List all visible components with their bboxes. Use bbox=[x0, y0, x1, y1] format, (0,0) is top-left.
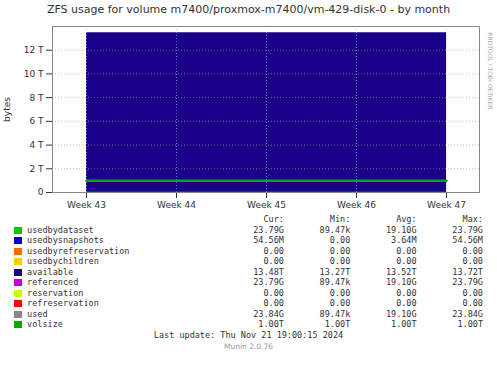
html-text:Last update: Thu Nov 21 19:00:: Last update: Thu Nov 21 19:00:15 2024 bbox=[153, 329, 344, 340]
html-text:89.47k: 89.47k bbox=[319, 224, 351, 235]
svg-text:6 T: 6 T bbox=[29, 116, 44, 126]
html-text:13.72T: 13.72T bbox=[452, 266, 483, 277]
html-text:0.00: 0.00 bbox=[396, 287, 417, 298]
html-text:0.00: 0.00 bbox=[263, 298, 284, 308]
html-text:89.47k: 89.47k bbox=[319, 308, 351, 319]
html-text:0.00: 0.00 bbox=[329, 245, 351, 256]
html-text:refreservation: refreservation bbox=[22, 298, 99, 308]
html-text:0.00: 0.00 bbox=[396, 256, 417, 266]
html-text:1.00T: 1.00T bbox=[258, 319, 284, 329]
html-text:0.00: 0.00 bbox=[263, 256, 284, 266]
html-text:23.79G: 23.79G bbox=[452, 224, 483, 235]
html-text:23.79G: 23.79G bbox=[253, 224, 284, 235]
html-text:Munin 2.0.76: Munin 2.0.76 bbox=[224, 341, 273, 351]
html-text:3.64M: 3.64M bbox=[391, 235, 417, 245]
svg-text:0: 0 bbox=[38, 187, 44, 197]
svg-text:Week 46: Week 46 bbox=[337, 200, 376, 210]
svg-text:RRDTOOL / TOBI OETIKER: RRDTOOL / TOBI OETIKER bbox=[487, 32, 494, 109]
html-text:ZFS usage for volume m7400/pro: ZFS usage for volume m7400/proxmox-m7400… bbox=[46, 3, 451, 16]
html-text:19.10G: 19.10G bbox=[385, 308, 417, 319]
svg-text:Week 47: Week 47 bbox=[427, 200, 466, 210]
html-text:0.00: 0.00 bbox=[396, 298, 417, 308]
html-text:23.79G: 23.79G bbox=[452, 277, 483, 287]
html-text:0.00: 0.00 bbox=[462, 287, 483, 298]
html-text:13.27T: 13.27T bbox=[319, 266, 351, 277]
html-text:usedbychildren: usedbychildren bbox=[22, 256, 99, 266]
html-text:1.00T: 1.00T bbox=[324, 319, 351, 329]
html-text:Min:: Min: bbox=[329, 214, 351, 224]
html-text:Cur:: Cur: bbox=[263, 214, 284, 224]
html-text:13.52T: 13.52T bbox=[385, 266, 417, 277]
svg-text:Week 44: Week 44 bbox=[157, 200, 196, 210]
html-text:13.48T: 13.48T bbox=[253, 266, 284, 277]
html-text:0.00: 0.00 bbox=[329, 235, 351, 245]
html-text:usedbysnapshots: usedbysnapshots bbox=[22, 235, 104, 245]
html-text:Max:: Max: bbox=[462, 214, 483, 224]
html-text:used: used bbox=[22, 308, 48, 319]
html-text:89.47k: 89.47k bbox=[319, 277, 351, 287]
svg-text:12 T: 12 T bbox=[24, 45, 44, 55]
html-text:23.84G: 23.84G bbox=[452, 308, 483, 319]
html-text:0.00: 0.00 bbox=[396, 245, 417, 256]
html-text:23.84G: 23.84G bbox=[253, 308, 284, 319]
html-text:volsize: volsize bbox=[22, 319, 63, 329]
html-text:available: available bbox=[22, 266, 74, 277]
html-text:0.00: 0.00 bbox=[263, 287, 284, 298]
html-text:54.56M: 54.56M bbox=[452, 235, 483, 245]
html-text:0.00: 0.00 bbox=[329, 287, 351, 298]
svg-text:8 T: 8 T bbox=[29, 93, 44, 103]
svg-text:bytes: bytes bbox=[2, 97, 12, 122]
html-text:usedbydataset: usedbydataset bbox=[22, 224, 94, 235]
html-text:19.10G: 19.10G bbox=[385, 277, 417, 287]
html-text:1.00T: 1.00T bbox=[457, 319, 483, 329]
html-text:Avg:: Avg: bbox=[396, 214, 417, 224]
html-text:0.00: 0.00 bbox=[329, 256, 351, 266]
html-text:0.00: 0.00 bbox=[263, 245, 284, 256]
svg-text:10 T: 10 T bbox=[24, 69, 44, 79]
html-text:0.00: 0.00 bbox=[462, 245, 483, 256]
html-text:usedbyrefreservation: usedbyrefreservation bbox=[22, 245, 130, 256]
svg-text:Week 45: Week 45 bbox=[247, 200, 286, 210]
svg-text:Week 43: Week 43 bbox=[67, 200, 106, 210]
html-text:54.56M: 54.56M bbox=[253, 235, 284, 245]
html-text:0.00: 0.00 bbox=[462, 256, 483, 266]
html-text:0.00: 0.00 bbox=[329, 298, 351, 308]
html-text:0.00: 0.00 bbox=[462, 298, 483, 308]
svg-text:4 T: 4 T bbox=[29, 140, 44, 150]
html-text:referenced: referenced bbox=[22, 277, 79, 287]
html-text:23.79G: 23.79G bbox=[253, 277, 284, 287]
svg-text:2 T: 2 T bbox=[29, 164, 44, 174]
html-text:reservation: reservation bbox=[22, 287, 84, 298]
html-text:19.10G: 19.10G bbox=[385, 224, 417, 235]
html-text:1.00T: 1.00T bbox=[391, 319, 417, 329]
